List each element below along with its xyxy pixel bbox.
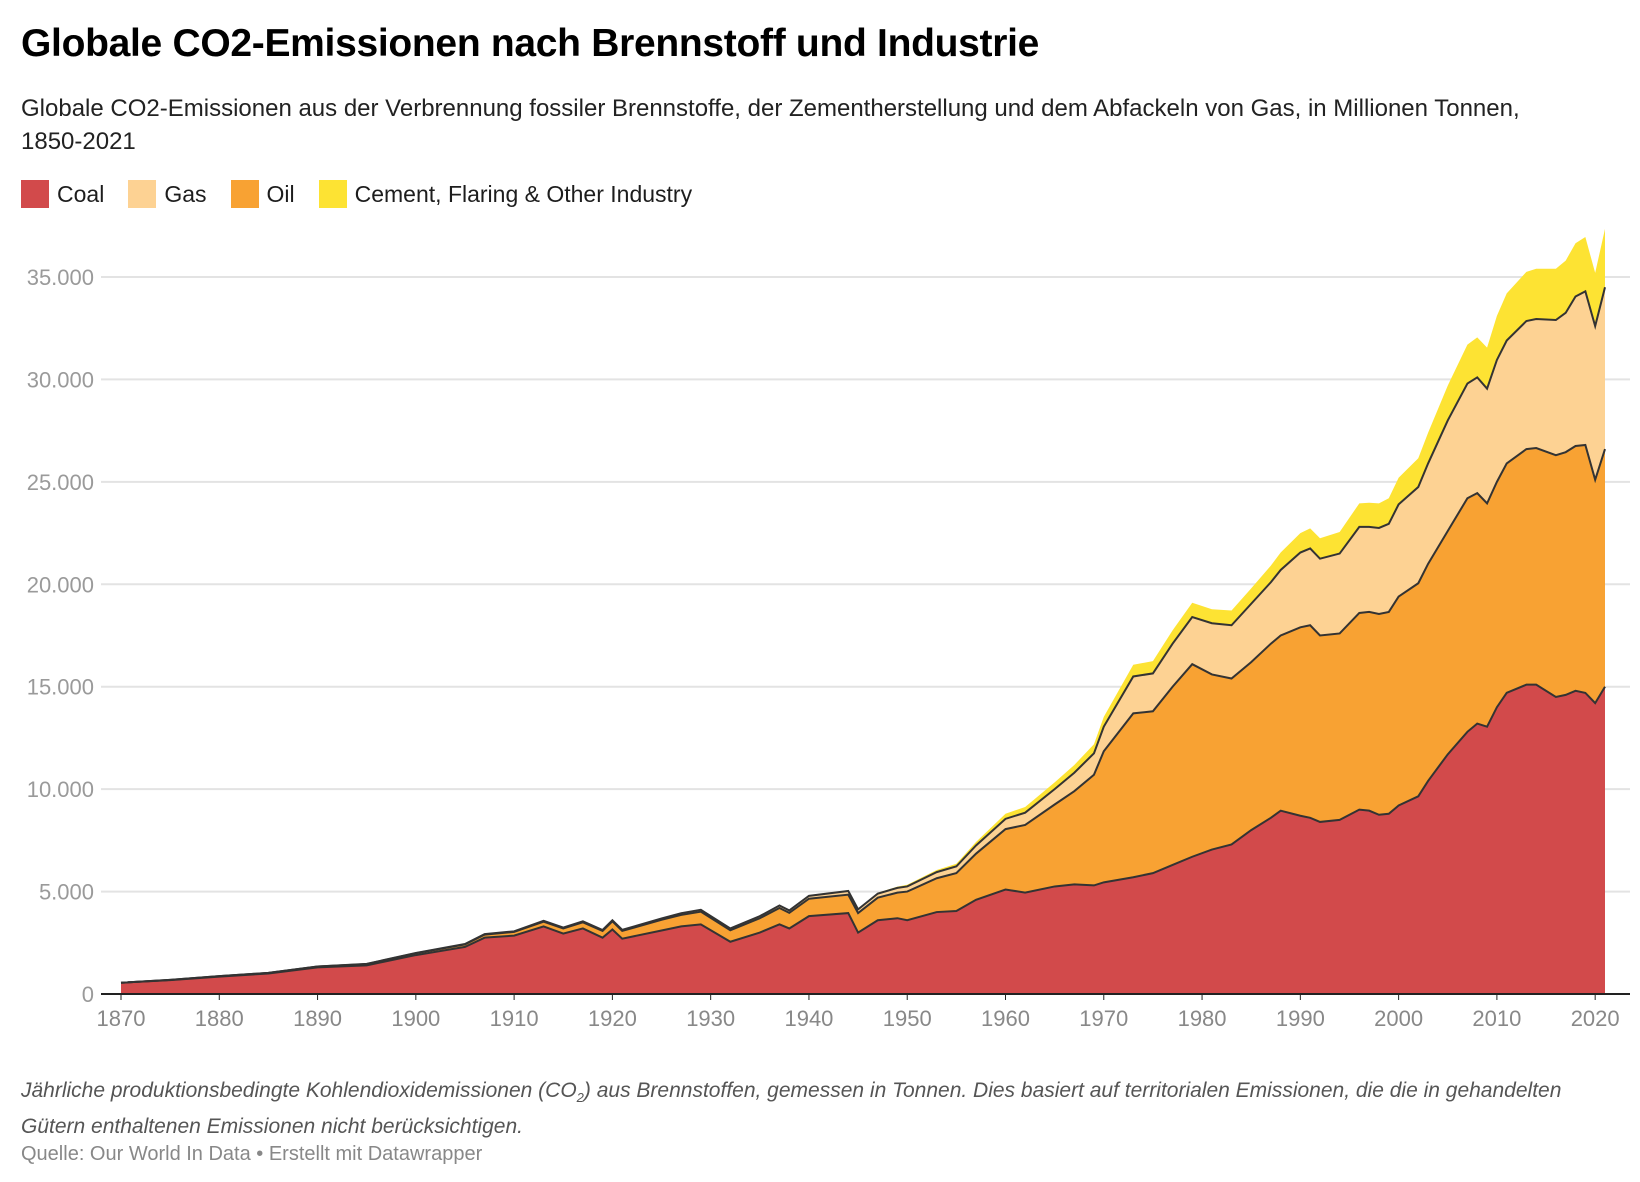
legend: Coal Gas Oil Cement, Flaring & Other Ind…	[21, 180, 692, 208]
boundary-lines	[120, 286, 1606, 984]
x-tick-label: 1980	[1178, 1006, 1227, 1031]
legend-item-cement: Cement, Flaring & Other Industry	[318, 180, 693, 208]
legend-swatch-gas	[128, 180, 157, 208]
y-tick-label: 35.000	[27, 265, 94, 290]
chart-notes: Jährliche produktionsbedingte Kohlendiox…	[21, 1076, 1621, 1141]
x-tick-label: 1910	[490, 1006, 539, 1031]
x-tick-label: 1930	[686, 1006, 735, 1031]
x-tick-label: 1880	[195, 1006, 244, 1031]
notes-text-before: Jährliche produktionsbedingte Kohlendiox…	[21, 1079, 577, 1102]
notes-text-after: ) aus Brennstoffen, gemessen in Tonnen. …	[21, 1079, 1562, 1139]
chart-title: Globale CO2-Emissionen nach Brennstoff u…	[21, 22, 1040, 65]
x-tick-label: 1970	[1079, 1006, 1128, 1031]
line-top-gas	[120, 286, 1606, 984]
legend-label-gas: Gas	[164, 180, 207, 207]
x-tick-label: 2010	[1472, 1006, 1521, 1031]
notes-subscript: 2	[576, 1090, 584, 1106]
stacked-area-chart: 0 5.000 10.000 15.000 20.000 25.000 30.000 35.0…	[27, 228, 1630, 1031]
x-tick-label: 2000	[1374, 1006, 1423, 1031]
chart-source: Quelle: Our World In Data • Erstellt mit…	[21, 1143, 483, 1165]
legend-label-cement: Cement, Flaring & Other Industry	[354, 180, 693, 207]
y-tick-label: 5.000	[39, 880, 94, 905]
area-oil	[121, 444, 1605, 983]
y-tick-label: 20.000	[27, 572, 94, 597]
x-tick-label: 1950	[883, 1006, 932, 1031]
x-tick-label: 1940	[784, 1006, 833, 1031]
legend-item-gas: Gas	[128, 180, 207, 208]
chart-subtitle: Globale CO2-Emissionen aus der Verbrennu…	[21, 95, 1520, 155]
legend-swatch-cement	[318, 180, 347, 208]
x-tick-label: 1870	[97, 1006, 146, 1031]
x-tick-label: 1890	[293, 1006, 342, 1031]
legend-swatch-oil	[230, 180, 259, 208]
area-series	[121, 228, 1605, 994]
area-coal	[121, 684, 1605, 994]
line-top-coal	[120, 683, 1606, 984]
y-tick-label: 25.000	[27, 470, 94, 495]
y-axis: 0 5.000 10.000 15.000 20.000 25.000 30.000 35.0…	[27, 265, 94, 1007]
x-tick-label: 1990	[1276, 1006, 1325, 1031]
y-tick-label: 30.000	[27, 367, 94, 392]
x-tick-label: 1960	[981, 1006, 1030, 1031]
legend-swatch-coal	[21, 180, 49, 208]
x-tick-label: 1900	[391, 1006, 440, 1031]
y-tick-label: 10.000	[27, 777, 94, 802]
legend-item-coal: Coal	[21, 180, 104, 208]
y-tick-label: 0	[82, 982, 94, 1007]
y-tick-label: 15.000	[27, 675, 94, 700]
x-tick-label: 1920	[588, 1006, 637, 1031]
legend-label-oil: Oil	[266, 180, 295, 207]
legend-label-coal: Coal	[57, 180, 105, 207]
x-tick-label: 2020	[1571, 1006, 1620, 1031]
gridlines	[101, 276, 1630, 893]
legend-item-oil: Oil	[230, 180, 295, 208]
x-axis: 1870 1880 1890 1900 1910 1920 1930 1940 1950 1960…	[97, 993, 1630, 1031]
